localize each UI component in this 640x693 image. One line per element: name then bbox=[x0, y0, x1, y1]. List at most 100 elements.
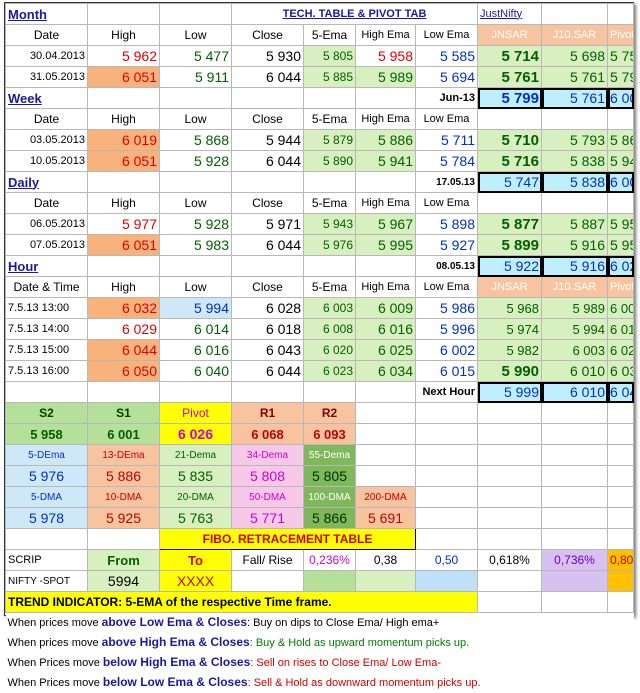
label-5dema: 5-DEma bbox=[5, 444, 88, 466]
col-high-ema: High Ema bbox=[355, 24, 416, 46]
cell-5ema: 5 890 bbox=[303, 150, 356, 172]
label-100dma: 100-DMA bbox=[303, 486, 356, 508]
fibo-title-row: FIBO. RETRACEMENT TABLE bbox=[5, 528, 634, 550]
trend-title-row: TREND INDICATOR: 5-EMA of the respective… bbox=[5, 591, 634, 613]
value-21dema: 5 835 bbox=[159, 465, 232, 487]
value-50dma: 5 771 bbox=[231, 507, 304, 529]
month-header-row: Date High Low Close 5-Ema High Ema Low E… bbox=[5, 24, 634, 46]
fibo-nifty-row: NIFTY -SPOT 5994 XXXX bbox=[5, 570, 634, 592]
cell-low: 5 994 bbox=[159, 297, 232, 319]
cell-jnsar: 5 714 bbox=[477, 45, 542, 67]
table-row: 31.05.2013 6 051 5 911 6 044 5 885 5 989… bbox=[5, 66, 634, 88]
cell-j10sar: 6 010 bbox=[541, 360, 608, 382]
col-close: Close bbox=[231, 276, 304, 298]
col-high-ema: High Ema bbox=[355, 276, 416, 298]
cell-jnsar: 5 968 bbox=[477, 297, 542, 319]
col-5ema: 5-Ema bbox=[303, 276, 356, 298]
value-s2: 5 958 bbox=[5, 423, 88, 445]
week-header-row: Date High Low Close 5-Ema High Ema Low E… bbox=[5, 108, 634, 130]
col-low-ema: Low Ema bbox=[415, 108, 478, 130]
fibo-level-0236: 0,236% bbox=[303, 549, 356, 571]
daily-proj-label: 17.05.13 bbox=[415, 171, 478, 193]
cell-jnsar: 5 982 bbox=[477, 339, 542, 361]
cell-pivot: 5 959 bbox=[607, 234, 634, 256]
label-55dema: 55-Dema bbox=[303, 444, 356, 466]
col-low: Low bbox=[159, 276, 232, 298]
cell-date: 06.05.2013 bbox=[5, 213, 88, 235]
label-pivot: Pivot bbox=[159, 402, 232, 424]
cell-jnsar: 5 761 bbox=[477, 66, 542, 88]
trend-note-row: When prices move above Low Ema & Closes:… bbox=[5, 612, 634, 633]
cell-low-ema: 5 784 bbox=[415, 150, 478, 172]
cell-pivot: 5 862 bbox=[607, 129, 634, 151]
cell-date: 07.05.2013 bbox=[5, 234, 88, 256]
label-10dma: 10-DMA bbox=[87, 486, 160, 508]
trend-note-row: When prices move above High Ema & Closes… bbox=[5, 633, 634, 653]
cell-low: 5 928 bbox=[159, 150, 232, 172]
cell-low: 5 928 bbox=[159, 213, 232, 235]
cell-date-time: 7.5.13 16:00 bbox=[5, 360, 88, 382]
cell-low-ema: 5 898 bbox=[415, 213, 478, 235]
col-close: Close bbox=[231, 108, 304, 130]
fibo-level-038: 0,38 bbox=[355, 549, 416, 571]
cell-pivot: 5 944 bbox=[607, 150, 634, 172]
cell-j10sar: 6 003 bbox=[541, 339, 608, 361]
cell-jnsar: 5 974 bbox=[477, 318, 542, 340]
cell-close: 6 044 bbox=[231, 234, 304, 256]
cell-high-ema: 6 016 bbox=[355, 318, 416, 340]
label-s2: S2 bbox=[5, 402, 88, 424]
brand-link[interactable]: JustNifty bbox=[477, 3, 542, 25]
fibo-title: FIBO. RETRACEMENT TABLE bbox=[159, 528, 416, 550]
dema-values-row: 5 976 5 886 5 835 5 808 5 805 bbox=[5, 465, 634, 487]
col-date: Date bbox=[5, 24, 88, 46]
value-100dma: 5 866 bbox=[303, 507, 356, 529]
cell-j10sar: 5 838 bbox=[541, 150, 608, 172]
pivot-values-row: 5 958 6 001 6 026 6 068 6 093 bbox=[5, 423, 634, 445]
cell-high-ema: 5 941 bbox=[355, 150, 416, 172]
cell-low-ema: 5 694 bbox=[415, 66, 478, 88]
col-j10sar: J10.SAR bbox=[541, 24, 608, 46]
cell-high: 6 044 bbox=[87, 339, 160, 361]
value-5dma: 5 978 bbox=[5, 507, 88, 529]
table-row: 7.5.13 14:00 6 029 6 014 6 018 6 008 6 0… bbox=[5, 318, 634, 340]
cell-5ema: 5 976 bbox=[303, 234, 356, 256]
table-row: 06.05.2013 5 977 5 928 5 971 5 943 5 967… bbox=[5, 213, 634, 235]
cell-close: 6 018 bbox=[231, 318, 304, 340]
next-hour-row: Next Hour 5 999 6 010 6 045 bbox=[5, 381, 634, 403]
value-5dema: 5 976 bbox=[5, 465, 88, 487]
dma-labels-row: 5-DMA 10-DMA 20-DMA 50-DMA 100-DMA 200-D… bbox=[5, 486, 634, 508]
col-close: Close bbox=[231, 192, 304, 214]
cell-date: 31.05.2013 bbox=[5, 66, 88, 88]
trend-note-text: above High Ema & Closes bbox=[101, 635, 250, 649]
cell-pivot: 6 018 bbox=[607, 318, 634, 340]
trend-note-text: : Sell & Hold as downward momentum picks… bbox=[247, 677, 481, 689]
dma-values-row: 5 978 5 925 5 763 5 771 5 866 5 691 bbox=[5, 507, 634, 529]
col-jnsar: JNSAR bbox=[477, 276, 542, 298]
col-low-ema: Low Ema bbox=[415, 276, 478, 298]
cell-high-ema: 5 995 bbox=[355, 234, 416, 256]
cell-jnsar: 5 710 bbox=[477, 129, 542, 151]
value-13dema: 5 886 bbox=[87, 465, 160, 487]
next-hour-jnsar: 5 999 bbox=[477, 381, 542, 403]
table-row: 7.5.13 13:00 6 032 5 994 6 028 6 003 6 0… bbox=[5, 297, 634, 319]
col-high-ema: High Ema bbox=[355, 108, 416, 130]
cell-jnsar: 5 716 bbox=[477, 150, 542, 172]
next-hour-pivot: 6 045 bbox=[607, 381, 634, 403]
col-high: High bbox=[87, 108, 160, 130]
value-34dema: 5 808 bbox=[231, 465, 304, 487]
col-j10sar: J10.SAR bbox=[541, 276, 608, 298]
hour-proj-label: 08.05.13 bbox=[415, 255, 478, 277]
trend-note: When prices move above Low Ema & Closes:… bbox=[5, 612, 634, 633]
trend-note-text: When Prices move bbox=[7, 677, 103, 689]
value-s1: 6 001 bbox=[87, 423, 160, 445]
fibo-nifty-from: 5994 bbox=[87, 570, 160, 592]
hour-header-row: Date & Time High Low Close 5-Ema High Em… bbox=[5, 276, 634, 298]
cell-low-ema: 5 711 bbox=[415, 129, 478, 151]
value-r1: 6 068 bbox=[231, 423, 304, 445]
cell-5ema: 5 885 bbox=[303, 66, 356, 88]
cell-close: 6 044 bbox=[231, 150, 304, 172]
fibo-level-050: 0,50 bbox=[415, 549, 478, 571]
cell-low: 5 868 bbox=[159, 129, 232, 151]
label-13dema: 13-DEma bbox=[87, 444, 160, 466]
cell-5ema: 5 805 bbox=[303, 45, 356, 67]
